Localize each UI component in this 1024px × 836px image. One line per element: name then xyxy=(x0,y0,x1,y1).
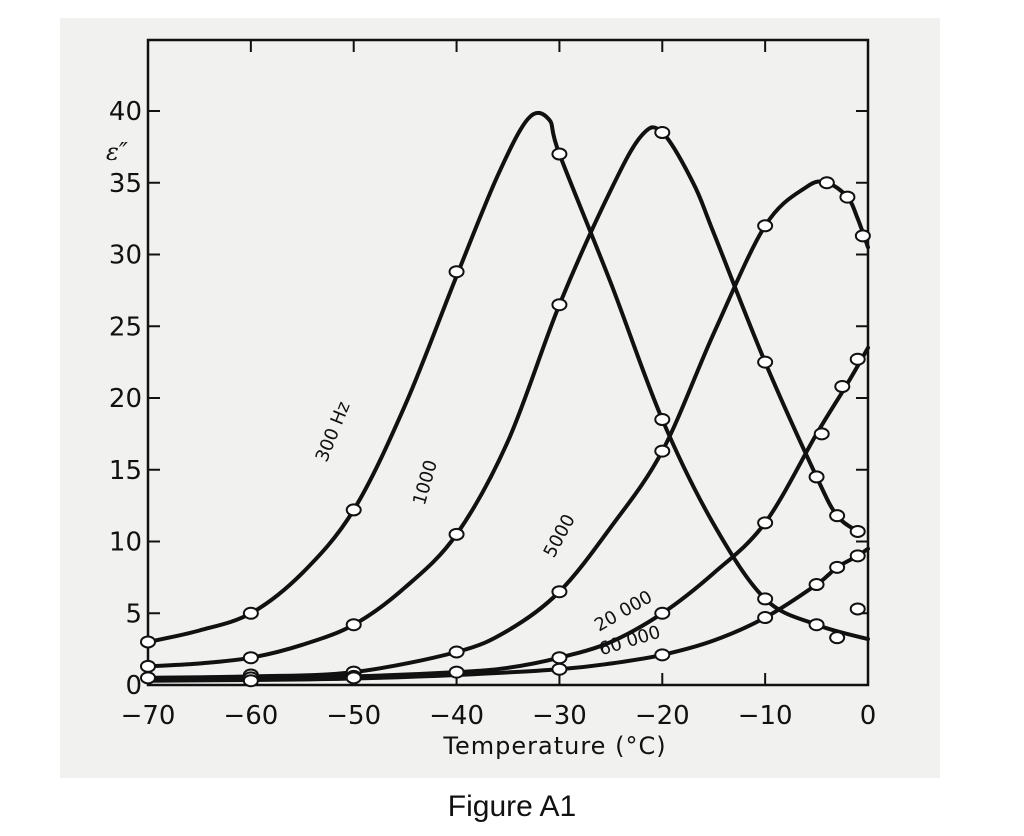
y-tick-label: 15 xyxy=(109,456,142,486)
data-point xyxy=(345,618,362,632)
data-point xyxy=(551,298,568,312)
data-point xyxy=(818,176,835,190)
data-point xyxy=(242,674,259,688)
y-tick-label: 10 xyxy=(109,528,142,558)
y-tick-label: 40 xyxy=(109,97,142,127)
data-point xyxy=(345,671,362,685)
series-label-1: 1000 xyxy=(409,458,442,508)
data-point xyxy=(140,659,156,673)
x-tick-label: 0 xyxy=(860,701,877,731)
x-tick-label: −60 xyxy=(223,701,278,731)
series-label-0: 300 Hz xyxy=(312,399,355,465)
y-tick-label: 20 xyxy=(109,384,142,414)
data-point xyxy=(448,527,465,541)
data-point xyxy=(242,651,259,665)
x-tick-label: −30 xyxy=(532,701,587,731)
data-point xyxy=(757,355,774,369)
data-point xyxy=(654,126,671,140)
x-tick-label: −50 xyxy=(326,701,381,731)
data-point xyxy=(654,413,671,427)
y-tick-label: 5 xyxy=(125,599,142,629)
data-point xyxy=(448,645,465,659)
series-line-0 xyxy=(146,110,870,644)
ticks: −70 −60 −50 −40 −30 −20 −10 0 0 5 10 15 20 25 30 35 40 xyxy=(109,40,876,731)
data-point xyxy=(834,380,851,394)
data-point xyxy=(757,516,774,530)
data-point xyxy=(654,444,671,458)
data-point xyxy=(654,606,671,620)
y-tick-label: 25 xyxy=(109,312,142,342)
series-line-1 xyxy=(146,125,860,669)
y-tick-label: 0 xyxy=(125,671,142,701)
data-point xyxy=(140,635,156,649)
y-tick-label: 35 xyxy=(109,169,142,199)
data-point xyxy=(448,665,465,679)
dielectric-loss-chart: −70 −60 −50 −40 −30 −20 −10 0 0 5 10 15 20 25 30 35 40 3… xyxy=(106,38,876,760)
y-tick-label: 30 xyxy=(109,241,142,271)
data-point xyxy=(849,602,866,616)
data-point xyxy=(808,470,825,484)
data-point xyxy=(854,229,871,243)
x-axis-title: Temperature (°C) xyxy=(442,732,666,760)
data-point xyxy=(345,503,362,517)
data-point xyxy=(849,352,866,366)
series-line-3 xyxy=(146,345,870,682)
data-point xyxy=(757,219,774,233)
data-point xyxy=(829,509,846,523)
data-point xyxy=(808,618,825,632)
scan-background xyxy=(60,18,940,778)
data-point xyxy=(551,662,568,676)
data-point xyxy=(849,524,866,538)
data-point xyxy=(808,578,825,592)
x-tick-label: −70 xyxy=(121,701,176,731)
data-point xyxy=(551,585,568,599)
series-layer xyxy=(140,110,871,688)
data-point xyxy=(829,631,846,645)
data-point xyxy=(242,606,259,620)
data-point xyxy=(448,265,465,279)
plot-frame xyxy=(146,38,870,687)
x-tick-label: −20 xyxy=(635,701,690,731)
data-point xyxy=(551,651,568,665)
data-point xyxy=(551,147,568,161)
data-point xyxy=(849,549,866,563)
data-point xyxy=(757,611,774,625)
series-label-2: 5000 xyxy=(540,511,580,561)
x-tick-label: −10 xyxy=(738,701,793,731)
data-point xyxy=(813,427,830,441)
x-tick-label: −40 xyxy=(429,701,484,731)
data-point xyxy=(654,648,671,662)
figure-caption: Figure A1 xyxy=(447,790,577,823)
data-point xyxy=(839,190,856,204)
data-point xyxy=(140,671,156,685)
data-point xyxy=(829,560,846,574)
y-axis-title: ε″ xyxy=(106,138,128,166)
data-point xyxy=(757,592,774,606)
